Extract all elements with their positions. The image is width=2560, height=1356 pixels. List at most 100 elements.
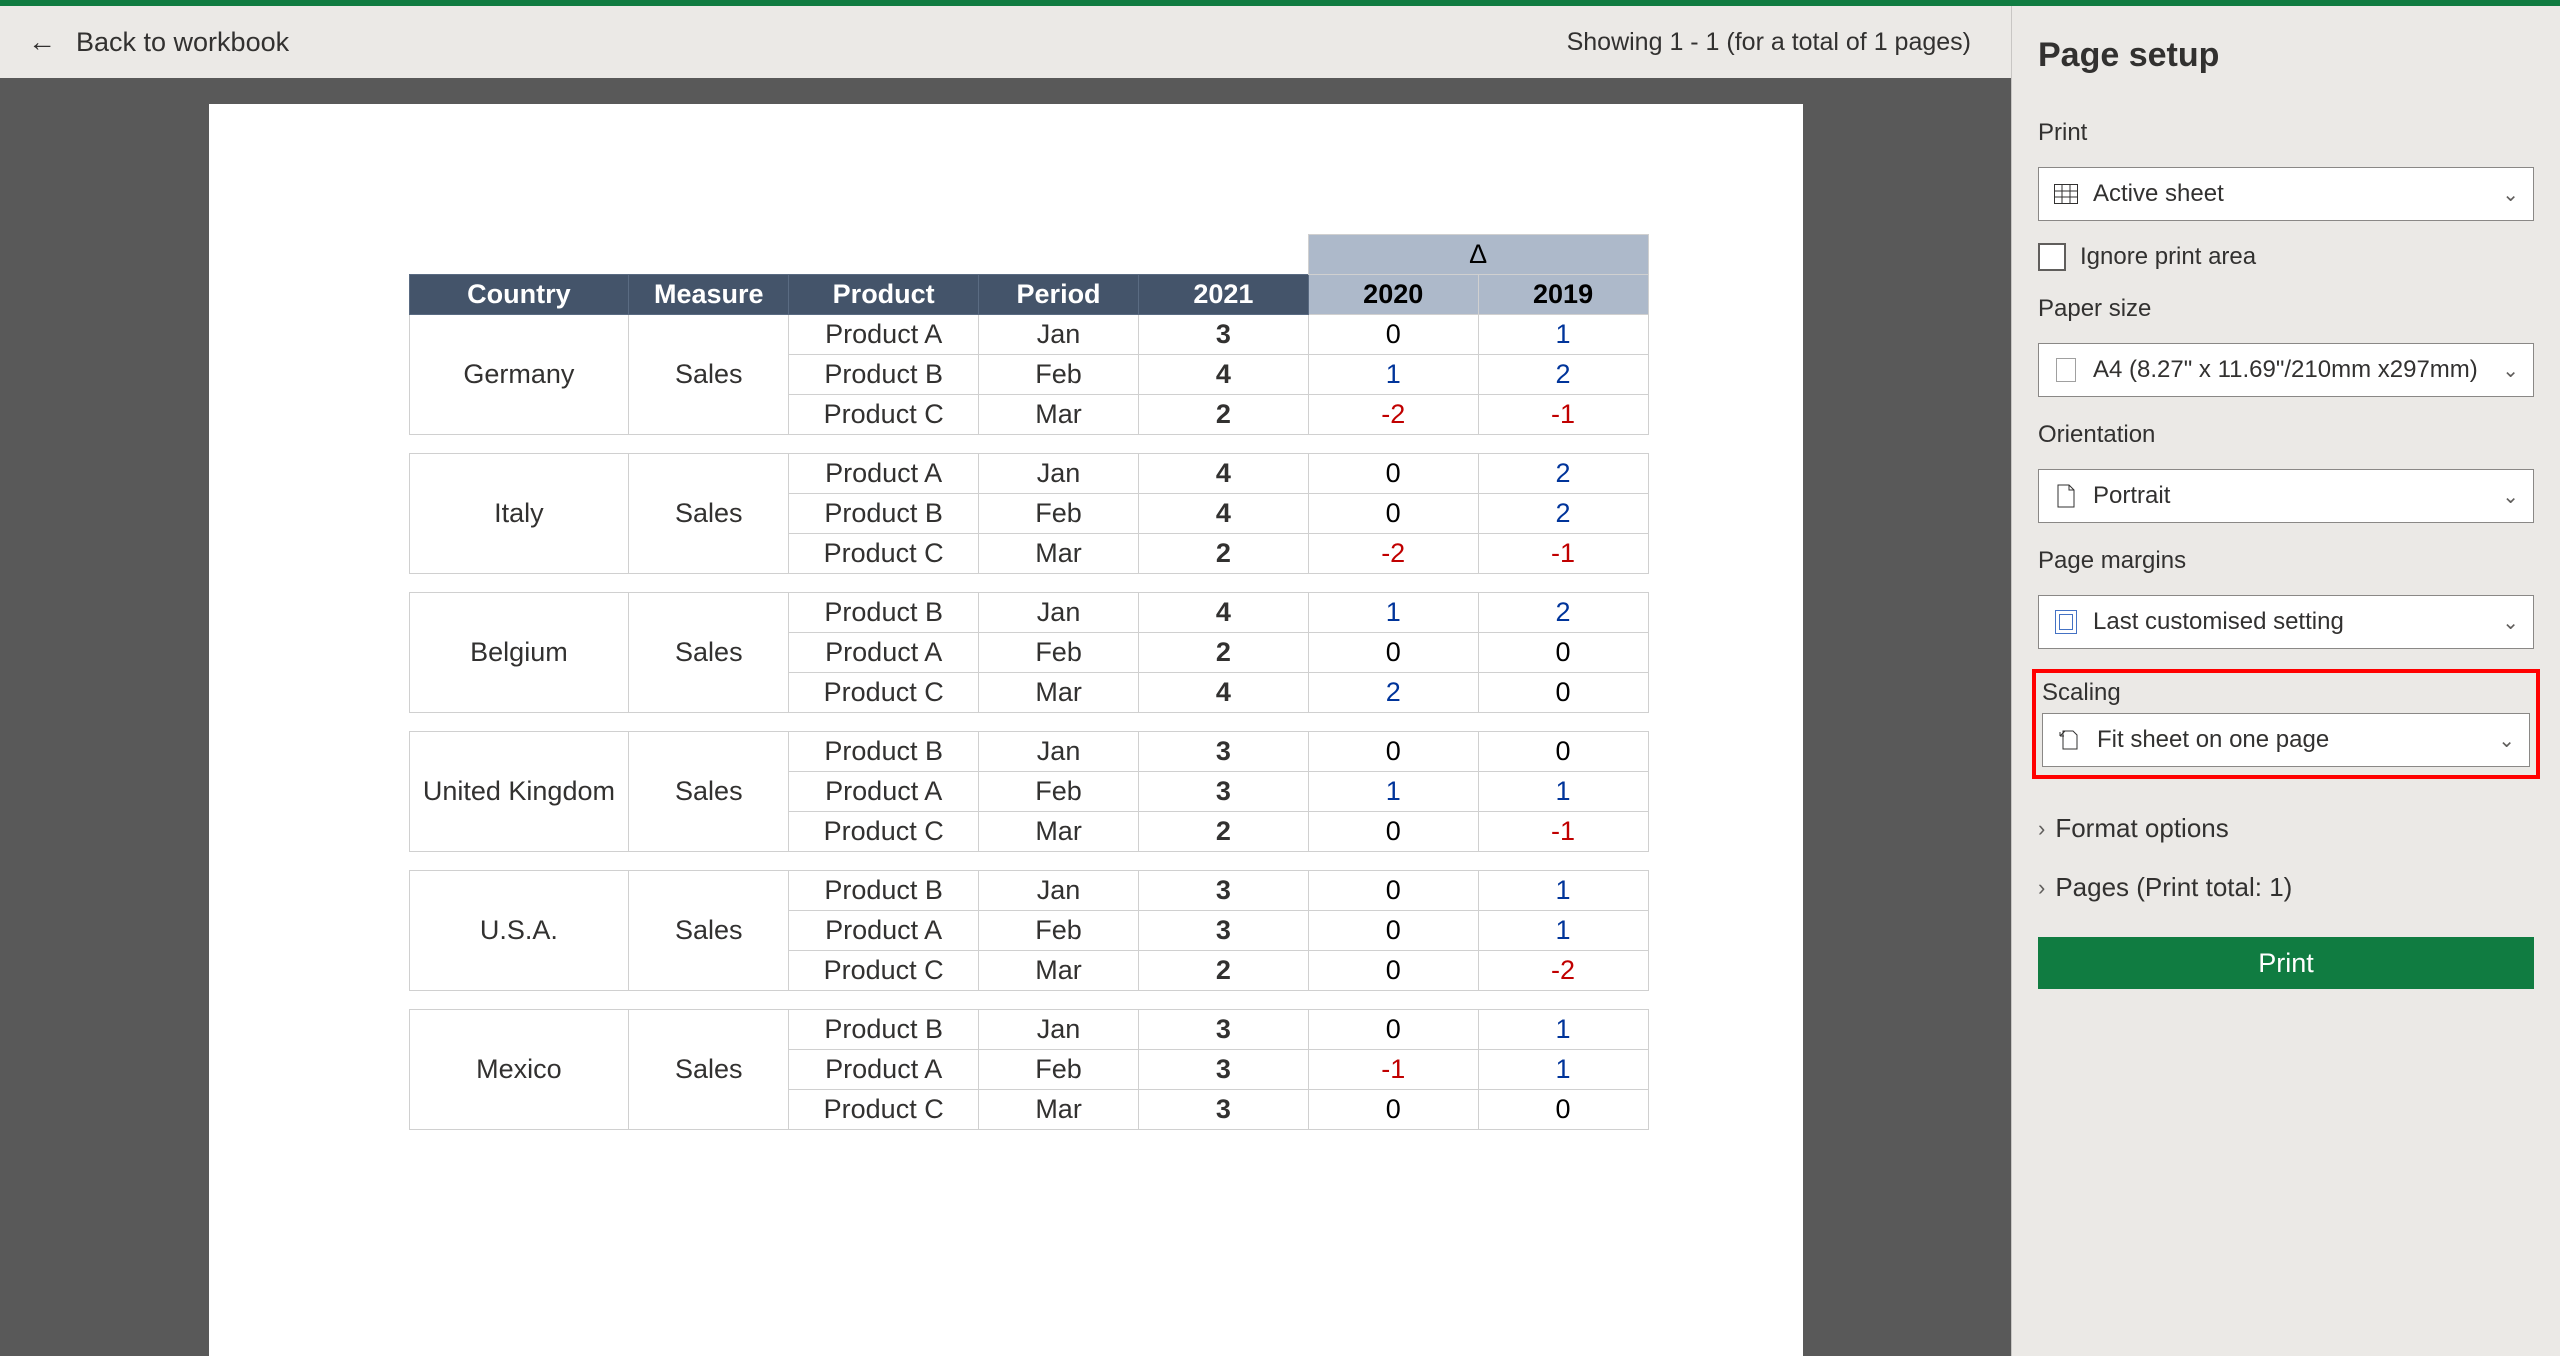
cell-2019: 0 xyxy=(1478,1090,1648,1130)
cell-country: Germany xyxy=(409,315,629,435)
cell-period: Feb xyxy=(979,1050,1139,1090)
cell-2021: 3 xyxy=(1139,732,1309,772)
cell-measure: Sales xyxy=(629,871,789,991)
cell-product: Product A xyxy=(789,454,979,494)
data-table: MexicoSalesProduct BJan301Product AFeb3-… xyxy=(409,1009,1649,1130)
cell-product: Product B xyxy=(789,494,979,534)
fit-page-icon xyxy=(2057,727,2083,753)
format-options-disclosure[interactable]: › Format options xyxy=(2038,813,2534,844)
cell-2021: 2 xyxy=(1139,395,1309,435)
cell-2020: 0 xyxy=(1308,1010,1478,1050)
table-row: ItalySalesProduct AJan402 xyxy=(409,454,1648,494)
cell-2019: 1 xyxy=(1478,1010,1648,1050)
panel-title: Page setup xyxy=(2038,36,2534,75)
cell-2021: 4 xyxy=(1139,673,1309,713)
cell-2020: -1 xyxy=(1308,1050,1478,1090)
cell-measure: Sales xyxy=(629,454,789,574)
preview-topbar: ← Back to workbook Showing 1 - 1 (for a … xyxy=(0,6,2011,78)
paper-size-value: A4 (8.27" x 11.69"/210mm x297mm) xyxy=(2093,356,2478,384)
chevron-down-icon: ⌄ xyxy=(2502,484,2519,509)
th-product: Product xyxy=(789,275,979,315)
table-row: MexicoSalesProduct BJan301 xyxy=(409,1010,1648,1050)
cell-2019: 1 xyxy=(1478,1050,1648,1090)
cell-2020: 1 xyxy=(1308,593,1478,633)
cell-2021: 3 xyxy=(1139,1090,1309,1130)
scaling-dropdown[interactable]: Fit sheet on one page ⌄ xyxy=(2042,713,2530,767)
print-preview-area: ΔCountryMeasureProductPeriod202120202019… xyxy=(0,78,2011,1356)
cell-2019: 2 xyxy=(1478,355,1648,395)
print-preview-page: ΔCountryMeasureProductPeriod202120202019… xyxy=(209,104,1803,1356)
portrait-page-icon xyxy=(2053,483,2079,509)
cell-period: Mar xyxy=(979,1090,1139,1130)
checkbox-icon xyxy=(2038,243,2066,271)
table-row: United KingdomSalesProduct BJan300 xyxy=(409,732,1648,772)
cell-period: Feb xyxy=(979,633,1139,673)
cell-period: Feb xyxy=(979,494,1139,534)
cell-2021: 4 xyxy=(1139,355,1309,395)
cell-2019: 2 xyxy=(1478,494,1648,534)
cell-period: Jan xyxy=(979,454,1139,494)
cell-2020: 2 xyxy=(1308,673,1478,713)
cell-product: Product B xyxy=(789,732,979,772)
cell-product: Product A xyxy=(789,772,979,812)
cell-2021: 2 xyxy=(1139,812,1309,852)
pages-label: Pages (Print total: 1) xyxy=(2055,872,2292,903)
cell-2021: 2 xyxy=(1138,534,1308,574)
cell-2021: 4 xyxy=(1138,494,1308,534)
paper-size-dropdown[interactable]: A4 (8.27" x 11.69"/210mm x297mm) ⌄ xyxy=(2038,343,2534,397)
cell-measure: Sales xyxy=(629,315,789,435)
cell-product: Product A xyxy=(789,1050,979,1090)
cell-2019: 1 xyxy=(1478,911,1648,951)
back-to-workbook-button[interactable]: ← Back to workbook xyxy=(28,27,289,58)
cell-period: Jan xyxy=(979,732,1139,772)
cell-2020: 0 xyxy=(1308,315,1478,355)
cell-2019: -1 xyxy=(1478,812,1648,852)
margins-label: Page margins xyxy=(2038,547,2534,575)
cell-period: Feb xyxy=(979,911,1139,951)
cell-2020: 0 xyxy=(1308,951,1478,991)
cell-product: Product B xyxy=(789,355,979,395)
chevron-right-icon: › xyxy=(2038,816,2045,842)
cell-2021: 3 xyxy=(1139,315,1309,355)
cell-product: Product B xyxy=(789,871,979,911)
cell-period: Jan xyxy=(979,1010,1139,1050)
margins-dropdown[interactable]: Last customised setting ⌄ xyxy=(2038,595,2534,649)
chevron-down-icon: ⌄ xyxy=(2502,610,2519,635)
cell-2019: -2 xyxy=(1478,951,1648,991)
cell-measure: Sales xyxy=(629,1010,789,1130)
ignore-print-area-label: Ignore print area xyxy=(2080,243,2256,271)
scaling-label: Scaling xyxy=(2042,679,2530,707)
cell-2020: 0 xyxy=(1308,812,1478,852)
cell-2020: 0 xyxy=(1308,1090,1478,1130)
orientation-value: Portrait xyxy=(2093,482,2170,510)
page-icon xyxy=(2053,357,2079,383)
print-button[interactable]: Print xyxy=(2038,937,2534,989)
cell-2020: -2 xyxy=(1308,534,1478,574)
page-setup-panel: Page setup Print Active sheet ⌄ Ignore p… xyxy=(2011,6,2560,1356)
cell-measure: Sales xyxy=(629,593,789,713)
data-table: ItalySalesProduct AJan402Product BFeb402… xyxy=(409,453,1649,574)
cell-period: Jan xyxy=(979,593,1139,633)
cell-2020: 1 xyxy=(1308,355,1478,395)
format-options-label: Format options xyxy=(2055,813,2228,844)
paper-size-label: Paper size xyxy=(2038,295,2534,323)
cell-2020: 0 xyxy=(1308,633,1478,673)
cell-2020: 0 xyxy=(1308,732,1478,772)
print-what-dropdown[interactable]: Active sheet ⌄ xyxy=(2038,167,2534,221)
cell-2019: 2 xyxy=(1478,454,1648,494)
cell-period: Feb xyxy=(979,772,1139,812)
table-row: U.S.A.SalesProduct BJan301 xyxy=(409,871,1648,911)
th-period: Period xyxy=(979,275,1139,315)
orientation-dropdown[interactable]: Portrait ⌄ xyxy=(2038,469,2534,523)
cell-2019: 1 xyxy=(1478,772,1648,812)
scaling-value: Fit sheet on one page xyxy=(2097,726,2329,754)
cell-country: United Kingdom xyxy=(409,732,629,852)
cell-period: Mar xyxy=(979,673,1139,713)
cell-2021: 3 xyxy=(1138,871,1308,911)
cell-product: Product A xyxy=(789,911,979,951)
ignore-print-area-checkbox[interactable]: Ignore print area xyxy=(2038,243,2534,271)
cell-2019: -1 xyxy=(1478,534,1648,574)
pages-disclosure[interactable]: › Pages (Print total: 1) xyxy=(2038,872,2534,903)
th-measure: Measure xyxy=(629,275,789,315)
chevron-down-icon: ⌄ xyxy=(2502,182,2519,207)
